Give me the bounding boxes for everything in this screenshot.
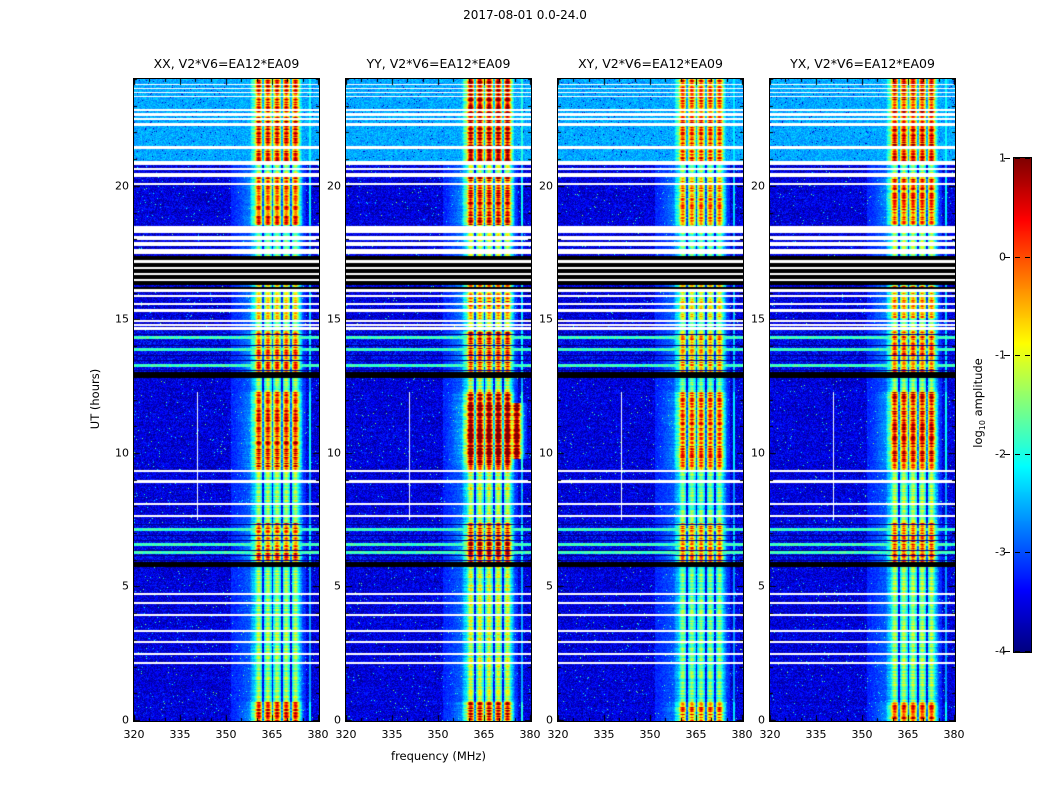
x-tick-label: 335	[381, 728, 403, 741]
y-tick-label: 15	[327, 312, 341, 326]
colorbar-tick	[1004, 651, 1010, 652]
x-tick-label: 350	[215, 728, 237, 741]
spectrogram-panel-xx: XX, V2*V6=EA12*EA09 320 335 350 365 380 0 5 10 15…	[115, 56, 329, 741]
colorbar-tick	[1004, 257, 1010, 258]
colorbar-tick-label: -3	[995, 545, 1006, 559]
y-tick-label: 20	[751, 179, 765, 193]
spectrogram-canvas-xy	[557, 78, 744, 722]
y-tick-label: 5	[334, 579, 341, 593]
colorbar-tick-label: -4	[995, 644, 1006, 658]
spectrogram-canvas-yx	[769, 78, 956, 722]
y-tick-label: 10	[751, 446, 765, 460]
x-tick-label: 350	[639, 728, 661, 741]
colorbar-tick	[1025, 651, 1030, 652]
spectrogram-canvas-yy	[345, 78, 532, 722]
x-tick-label: 380	[943, 728, 965, 741]
y-tick-label: 5	[546, 579, 553, 593]
y-tick-label: 0	[122, 713, 129, 727]
y-tick-label: 20	[327, 179, 341, 193]
figure-title: 2017-08-01 0.0-24.0	[463, 8, 587, 22]
colorbar-tick	[1004, 355, 1010, 356]
y-tick-label: 20	[115, 179, 129, 193]
y-tick-label: 0	[546, 713, 553, 727]
spectrogram-panel-xy: XY, V2*V6=EA12*EA09 320 335 350 365 380 0 5 10 15…	[539, 56, 753, 741]
panel-title-yy: YY, V2*V6=EA12*EA09	[366, 56, 511, 71]
y-tick-label: 15	[539, 312, 553, 326]
x-tick-label: 365	[685, 728, 707, 741]
colorbar-tick	[1004, 552, 1010, 553]
x-tick-label: 335	[805, 728, 827, 741]
y-tick-label: 10	[115, 446, 129, 460]
x-tick-label: 380	[519, 728, 541, 741]
colorbar-tick	[1004, 454, 1010, 455]
x-tick-label: 365	[897, 728, 919, 741]
colorbar-tick	[1015, 355, 1020, 356]
colorbar-tick-label: 0	[999, 250, 1006, 264]
x-tick-label: 365	[473, 728, 495, 741]
x-axis-label: frequency (MHz)	[391, 749, 486, 763]
y-tick-label: 20	[539, 179, 553, 193]
y-tick-label: 10	[539, 446, 553, 460]
x-tick-label: 380	[731, 728, 753, 741]
colorbar-tick-label: 1	[999, 151, 1006, 165]
y-tick-label: 15	[751, 312, 765, 326]
colorbar-tick	[1025, 257, 1030, 258]
x-tick-label: 365	[261, 728, 283, 741]
x-tick-label: 335	[169, 728, 191, 741]
y-tick-label: 0	[334, 713, 341, 727]
panel-title-yx: YX, V2*V6=EA12*EA09	[790, 56, 935, 71]
x-tick-label: 320	[335, 728, 357, 741]
colorbar-tick	[1025, 552, 1030, 553]
y-tick-label: 0	[758, 713, 765, 727]
y-axis-label: UT (hours)	[88, 368, 102, 430]
spectrogram-panel-yx: YX, V2*V6=EA12*EA09 320 335 350 365 380 0 5 10 15…	[751, 56, 965, 741]
x-tick-label: 320	[547, 728, 569, 741]
colorbar-tick	[1025, 158, 1030, 159]
x-tick-label: 320	[759, 728, 781, 741]
colorbar-label-suffix: amplitude	[970, 358, 985, 421]
colorbar-tick	[1004, 158, 1010, 159]
x-tick-label: 350	[427, 728, 449, 741]
x-tick-label: 380	[307, 728, 329, 741]
colorbar-tick	[1015, 552, 1020, 553]
x-tick-label: 335	[593, 728, 615, 741]
y-tick-label: 15	[115, 312, 129, 326]
colorbar-label-sub: 10	[978, 420, 988, 431]
colorbar-label: log10 amplitude	[971, 358, 987, 448]
colorbar-tick	[1015, 651, 1020, 652]
y-tick-label: 5	[122, 579, 129, 593]
panel-title-xx: XX, V2*V6=EA12*EA09	[153, 56, 300, 71]
y-tick-label: 5	[758, 579, 765, 593]
colorbar-tick	[1025, 454, 1030, 455]
x-tick-label: 320	[123, 728, 145, 741]
colorbar-tick-label: -2	[995, 447, 1006, 461]
colorbar-tick	[1015, 257, 1020, 258]
spectrogram-canvas-xx	[133, 78, 320, 722]
panel-title-xy: XY, V2*V6=EA12*EA09	[578, 56, 723, 71]
colorbar-tick-label: -1	[995, 348, 1006, 362]
colorbar-tick	[1025, 355, 1030, 356]
colorbar-gradient	[1013, 157, 1032, 653]
colorbar-label-prefix: log	[970, 430, 985, 448]
spectrogram-panel-yy: YY, V2*V6=EA12*EA09 320 335 350 365 380 0 5 10 15…	[327, 56, 541, 741]
colorbar-tick	[1015, 158, 1020, 159]
colorbar-tick	[1015, 454, 1020, 455]
x-tick-label: 350	[851, 728, 873, 741]
y-tick-label: 10	[327, 446, 341, 460]
colorbar: 1 0 -1 -2 -3 -4	[995, 152, 1032, 658]
